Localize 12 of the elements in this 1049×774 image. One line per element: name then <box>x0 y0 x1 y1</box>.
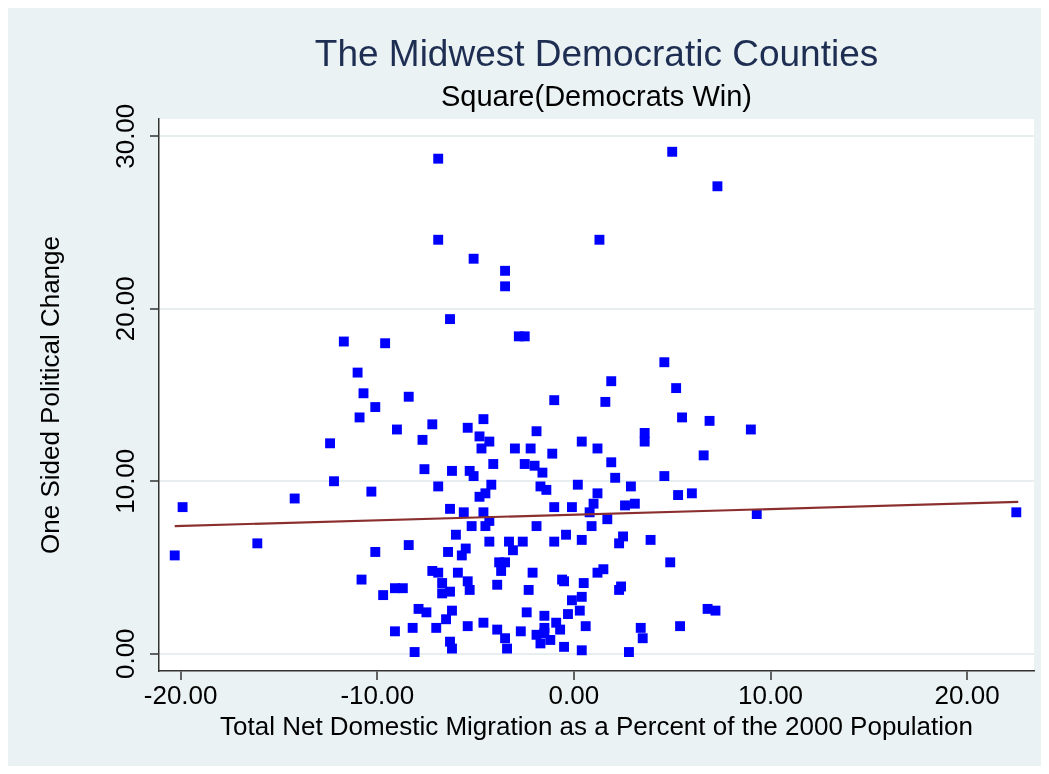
x-axis-title: Total Net Domestic Migration as a Percent of the 2000 Population <box>220 710 973 741</box>
chart-title: The Midwest Democratic Counties <box>314 33 879 75</box>
x-tick-label: 10.00 <box>737 679 804 710</box>
y-tick-label: 20.00 <box>109 276 140 342</box>
y-tick-label: 30.00 <box>109 103 140 169</box>
y-tick-label: 10.00 <box>109 448 140 514</box>
chart-subtitle: Square(Democrats Win) <box>440 80 753 112</box>
x-tick-label: -10.00 <box>340 679 415 710</box>
x-tick-label: -20.00 <box>143 679 218 710</box>
x-tick-label: 20.00 <box>934 679 1000 710</box>
y-axis-title: One Sided Political Change <box>34 236 65 554</box>
x-tick-label: 0.00 <box>548 679 600 710</box>
